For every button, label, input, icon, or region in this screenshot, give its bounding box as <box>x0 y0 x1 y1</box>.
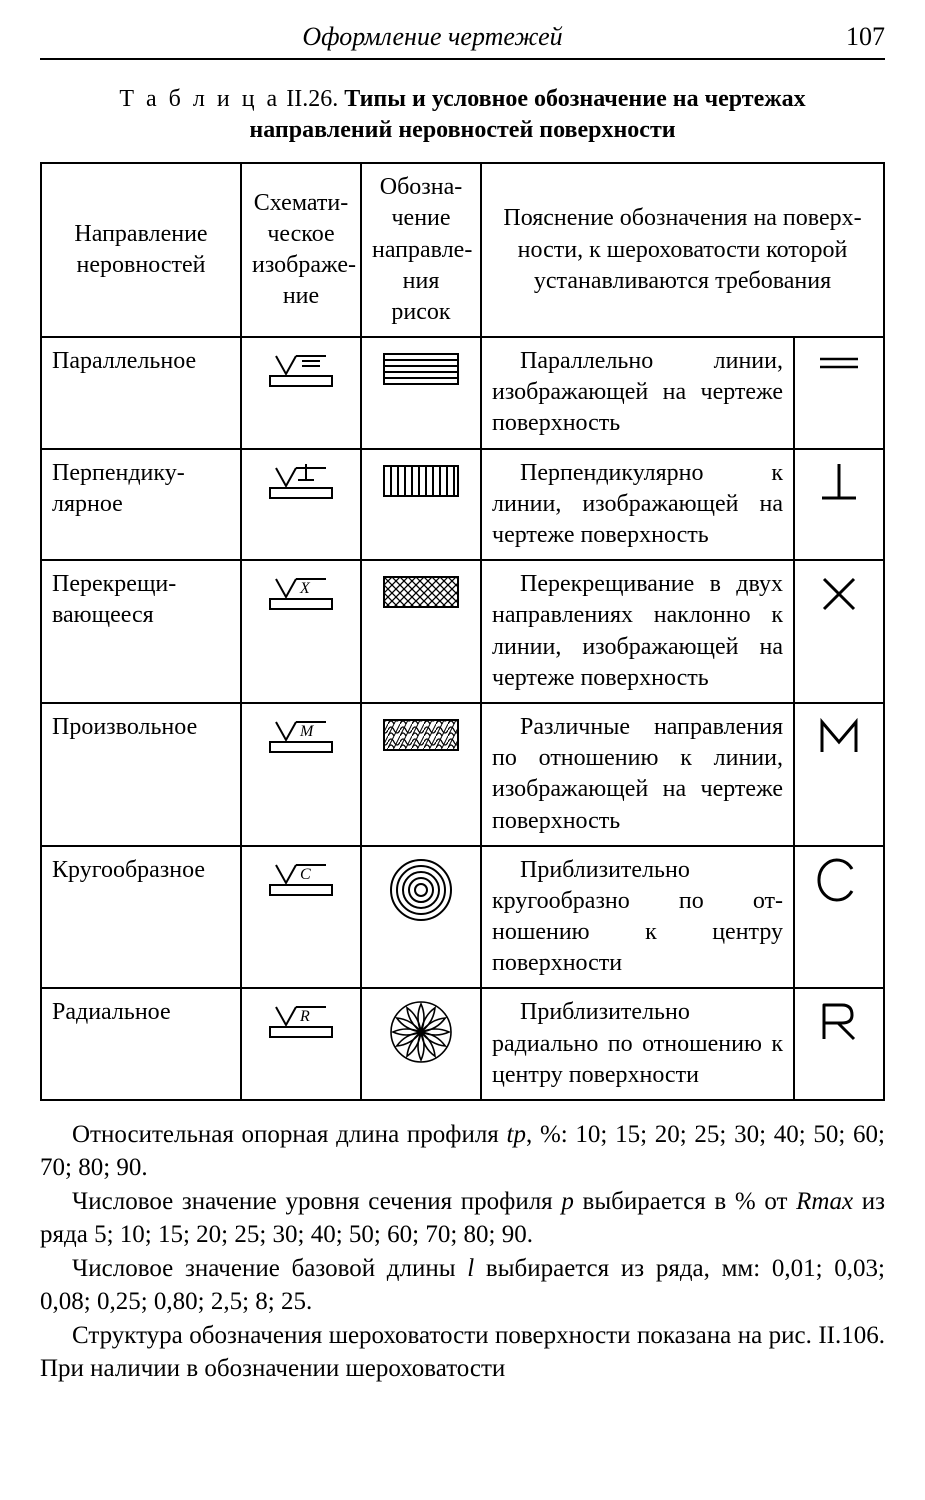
running-header: Оформление чертежей 107 <box>40 20 885 60</box>
glyph-icon <box>814 348 864 378</box>
row-schematic: M <box>241 703 361 846</box>
row-notation <box>361 846 481 989</box>
row-schematic <box>241 449 361 561</box>
row-schematic: R <box>241 988 361 1100</box>
schematic-icon: R <box>256 997 346 1047</box>
svg-text:M: M <box>299 723 315 740</box>
table-row: Радиальное R <box>41 988 884 1100</box>
row-glyph <box>794 846 884 989</box>
row-notation <box>361 703 481 846</box>
th-schematic: Схемати­ческое изображе­ние <box>241 163 361 337</box>
table-row: Произвольное M <box>41 703 884 846</box>
schematic-icon: M <box>256 712 346 762</box>
row-notation <box>361 560 481 703</box>
notation-icon <box>376 712 466 758</box>
page-number: 107 <box>825 20 885 54</box>
glyph-icon <box>814 569 864 619</box>
notation-icon <box>376 458 466 504</box>
caption-title-line1: Типы и условное обозначение на чертежах <box>344 86 805 112</box>
row-name: Кругообразное <box>41 846 241 989</box>
row-description: Различные направ­ления по отношению к ли… <box>481 703 794 846</box>
row-name: Радиальное <box>41 988 241 1100</box>
symbols-table: Направление неровностей Схемати­ческое и… <box>40 162 885 1101</box>
glyph-icon <box>814 712 864 762</box>
caption-title-line2: направлений неровностей поверхности <box>249 117 675 143</box>
row-description: Перпендикулярно к линии, изображаю­щей н… <box>481 449 794 561</box>
th-direction: Направление неровностей <box>41 163 241 337</box>
table-row: Перпендику­лярное <box>41 449 884 561</box>
paragraph: Структура обозначения шероховатости пове… <box>40 1320 885 1385</box>
th-notation: Обозна­чение направле­ния рисок <box>361 163 481 337</box>
glyph-icon <box>814 997 864 1047</box>
row-schematic: C <box>241 846 361 989</box>
body-text: Относительная опорная длина профиля tp, … <box>40 1119 885 1385</box>
schematic-icon: C <box>256 855 346 905</box>
table-caption: Т а б л и ц а II.26. Типы и условное обо… <box>40 84 885 146</box>
table-header-row: Направление неровностей Схемати­ческое и… <box>41 163 884 337</box>
row-glyph <box>794 988 884 1100</box>
th-description: Пояснение обозначения на поверх­ности, к… <box>481 163 884 337</box>
paragraph: Числовое значение базовой длины l выбира… <box>40 1253 885 1318</box>
row-name: Перпендику­лярное <box>41 449 241 561</box>
paragraph: Числовое значение уровня сечения профиля… <box>40 1186 885 1251</box>
table-body: Параллельное <box>41 337 884 1100</box>
svg-text:R: R <box>299 1008 310 1025</box>
row-glyph <box>794 703 884 846</box>
notation-icon <box>376 569 466 615</box>
caption-number: II.26. <box>286 86 338 112</box>
row-glyph <box>794 337 884 449</box>
row-description: Параллельно ли­нии, изображающей на черт… <box>481 337 794 449</box>
row-glyph <box>794 449 884 561</box>
glyph-icon <box>814 855 864 905</box>
row-notation <box>361 337 481 449</box>
row-schematic: X <box>241 560 361 703</box>
row-name: Параллельное <box>41 337 241 449</box>
schematic-icon <box>256 458 346 508</box>
row-schematic <box>241 337 361 449</box>
row-glyph <box>794 560 884 703</box>
glyph-icon <box>814 458 864 508</box>
page: Оформление чертежей 107 Т а б л и ц а II… <box>0 0 925 1500</box>
schematic-icon: X <box>256 569 346 619</box>
running-title: Оформление чертежей <box>40 20 825 54</box>
paragraph: Относительная опорная длина профиля tp, … <box>40 1119 885 1184</box>
notation-icon <box>386 997 456 1067</box>
table-row: Кругообразное C <box>41 846 884 989</box>
table-row: Перекрещи­вающееся X <box>41 560 884 703</box>
notation-icon <box>386 855 456 925</box>
row-description: Приблизительно кругообразно по от­ношени… <box>481 846 794 989</box>
row-name: Перекрещи­вающееся <box>41 560 241 703</box>
row-description: Приблизительно радиально по отно­шению к… <box>481 988 794 1100</box>
svg-text:X: X <box>299 580 311 597</box>
svg-text:C: C <box>300 866 311 883</box>
notation-icon <box>376 346 466 392</box>
row-name: Произвольное <box>41 703 241 846</box>
row-description: Перекрещивание в двух направлениях накло… <box>481 560 794 703</box>
row-notation <box>361 449 481 561</box>
row-notation <box>361 988 481 1100</box>
schematic-icon <box>256 346 346 396</box>
table-row: Параллельное <box>41 337 884 449</box>
caption-label: Т а б л и ц а <box>119 86 280 112</box>
